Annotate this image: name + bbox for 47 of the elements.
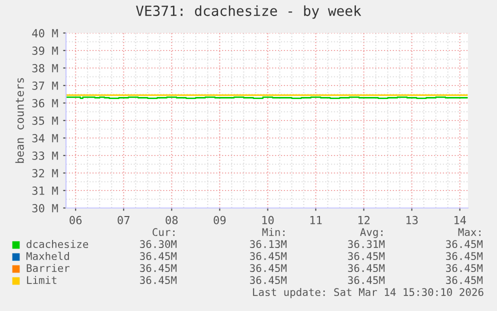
text: 36.45M <box>250 276 287 284</box>
text: 36.45M <box>140 252 177 260</box>
y-axis-title: bean counters <box>15 78 24 163</box>
y-tick-label: 35 M <box>32 116 58 125</box>
text: 36.45M <box>250 252 287 260</box>
text: 36.31M <box>348 240 385 248</box>
y-tick-label: 37 M <box>32 82 58 90</box>
text: 36.45M <box>446 240 483 248</box>
text: 36.45M <box>140 276 177 284</box>
text: 36.45M <box>250 264 287 272</box>
y-tick-label: 32 M <box>32 169 58 178</box>
x-tick-label: 12 <box>358 216 370 224</box>
x-tick-label: 14 <box>454 216 466 224</box>
x-tick-label: 11 <box>310 216 322 224</box>
x-tick-label: 13 <box>406 216 418 224</box>
x-tick-label: 07 <box>118 216 130 224</box>
x-tick-label: 08 <box>166 216 178 224</box>
text: 36.45M <box>446 276 483 284</box>
text: 36.45M <box>446 252 483 260</box>
y-tick-label: 39 M <box>32 46 58 55</box>
text: 36.45M <box>348 276 385 284</box>
x-tick-label: 09 <box>214 216 226 224</box>
x-tick-label: 06 <box>70 216 82 224</box>
legend-label: Barrier <box>26 264 70 272</box>
y-tick-label: 38 M <box>32 64 58 72</box>
legend-label: Maxheld <box>26 252 69 260</box>
text: Min: <box>262 228 284 236</box>
text: Last update: Sat Mar 14 15:30:10 2026 <box>253 288 484 298</box>
y-tick-label: 36 M <box>32 99 58 108</box>
y-tick-label: 33 M <box>32 152 58 160</box>
legend-label: Limit <box>27 276 56 284</box>
text: Max: <box>458 228 480 236</box>
y-tick-label: 31 M <box>32 186 58 195</box>
text: Avg: <box>360 228 382 238</box>
legend-label: dcachesize <box>26 240 88 248</box>
y-tick-label: 30 M <box>32 204 58 212</box>
text: Cur: <box>152 228 174 236</box>
x-tick-label: 10 <box>262 216 274 224</box>
chart-title: VE371: dcachesize - by week <box>136 5 362 19</box>
text: 36.45M <box>446 264 483 272</box>
text: 36.30M <box>140 240 177 248</box>
text: 36.45M <box>348 252 385 260</box>
text: 36.45M <box>140 264 177 272</box>
y-tick-label: 40 M <box>32 29 58 38</box>
y-tick-label: 34 M <box>32 134 58 142</box>
text: 36.45M <box>348 264 385 272</box>
text: 36.13M <box>250 240 287 248</box>
